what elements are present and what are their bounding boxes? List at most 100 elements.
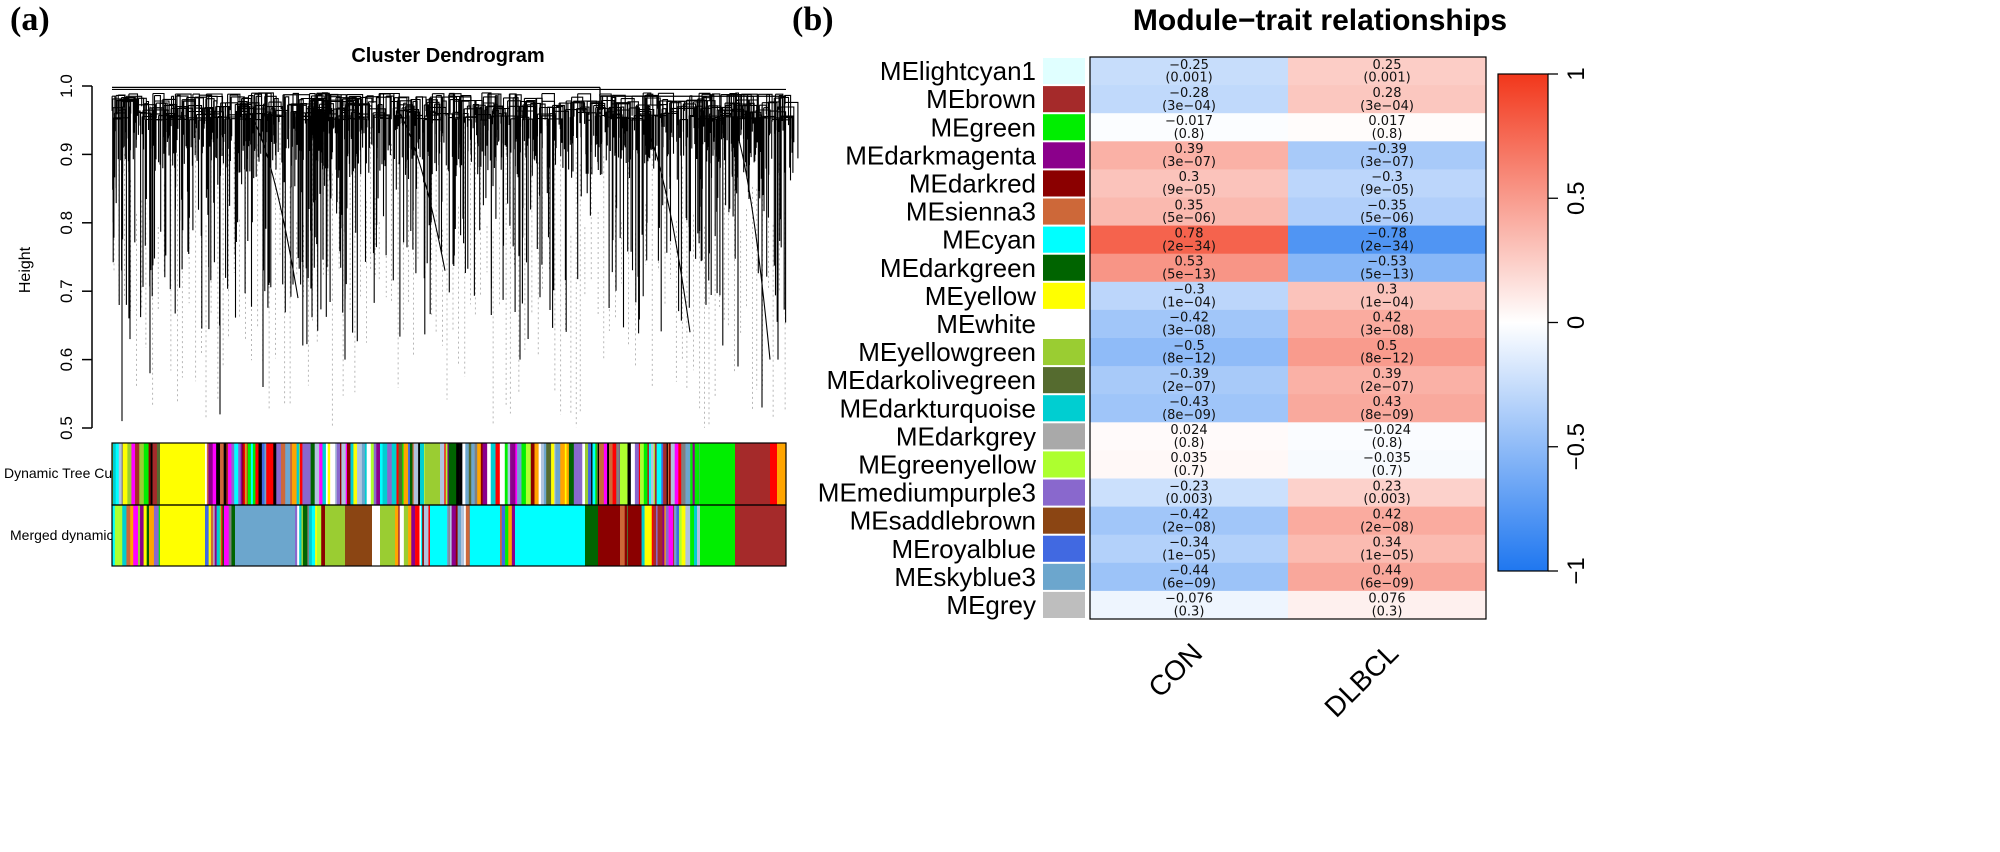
module-stripe	[113, 443, 116, 505]
module-stripe	[327, 443, 331, 505]
cell-correlation: −0.23	[1169, 479, 1209, 494]
module-swatch	[1043, 395, 1085, 422]
module-stripe	[146, 505, 150, 566]
module-stripe	[412, 443, 415, 505]
cell-pvalue: (3e−07)	[1162, 155, 1216, 170]
module-stripe	[457, 505, 462, 566]
cell-correlation: 0.39	[1175, 142, 1204, 157]
heatmap-cell-dlbcl	[1288, 57, 1486, 86]
colorbar-tick-label: 1	[1563, 67, 1590, 80]
module-stripe	[654, 443, 657, 505]
heatmap-cell-dlbcl	[1288, 450, 1486, 479]
module-stripe	[228, 505, 232, 566]
y-tick-label: 0.6	[57, 348, 76, 372]
module-stripe	[667, 443, 670, 505]
module-stripe	[310, 443, 315, 505]
module-stripe	[247, 443, 252, 505]
module-stripe	[223, 443, 227, 505]
cell-correlation: −0.39	[1367, 142, 1407, 157]
module-stripe	[387, 443, 393, 505]
cell-pvalue: (3e−04)	[1360, 99, 1414, 114]
module-stripe	[674, 443, 679, 505]
cell-correlation: −0.3	[1173, 283, 1205, 298]
module-stripe	[285, 443, 291, 505]
module-stripe	[210, 505, 214, 566]
module-stripe	[221, 505, 223, 566]
heatmap-cell-con	[1090, 366, 1288, 395]
module-block	[425, 443, 440, 505]
module-stripe	[626, 505, 629, 566]
module-stripe	[507, 443, 511, 505]
cell-pvalue: (6e−09)	[1162, 577, 1216, 592]
module-block	[325, 505, 345, 566]
module-stripe	[690, 443, 693, 505]
module-swatch	[1043, 310, 1085, 337]
heatmap-cell-con	[1090, 169, 1288, 198]
module-stripe	[122, 505, 127, 566]
module-stripe	[678, 443, 682, 505]
cell-correlation: 0.25	[1373, 58, 1402, 73]
module-stripe	[297, 505, 300, 566]
module-block	[735, 505, 786, 566]
module-stripe	[560, 443, 566, 505]
module-stripe	[122, 443, 128, 505]
module-stripe	[495, 443, 501, 505]
module-stripe	[364, 443, 367, 505]
module-stripe	[135, 443, 140, 505]
module-stripe	[350, 443, 354, 505]
module-stripe	[118, 505, 123, 566]
module-stripe	[205, 443, 208, 505]
cell-correlation: 0.017	[1368, 114, 1405, 129]
cell-pvalue: (3e−07)	[1360, 155, 1414, 170]
module-swatch	[1043, 170, 1085, 197]
cell-correlation: 0.42	[1373, 311, 1402, 326]
panel-b: (b) Module−trait relationships MElightcy…	[792, 1, 1590, 723]
heatmap-frame	[1089, 56, 1487, 620]
module-stripe	[228, 443, 232, 505]
module-stripe	[649, 443, 652, 505]
module-stripe	[465, 443, 470, 505]
module-stripe	[508, 505, 513, 566]
module-stripe	[588, 443, 592, 505]
heatmap-cell-dlbcl	[1288, 366, 1486, 395]
module-stripe	[656, 443, 662, 505]
module-label: MEdarkgrey	[896, 421, 1036, 451]
module-stripe	[674, 505, 677, 566]
heatmap-cell-con	[1090, 141, 1288, 170]
module-stripe	[347, 443, 351, 505]
module-stripe	[673, 505, 675, 566]
module-stripe	[112, 505, 116, 566]
module-stripe	[647, 443, 650, 505]
module-stripe	[543, 443, 547, 505]
cell-pvalue: (2e−07)	[1360, 380, 1414, 395]
module-block	[380, 505, 395, 566]
module-stripe	[391, 443, 397, 505]
cell-pvalue: (2e−08)	[1360, 520, 1414, 535]
module-stripe	[403, 505, 409, 566]
module-stripe	[220, 443, 224, 505]
module-stripe	[315, 505, 318, 566]
module-stripe	[595, 443, 597, 505]
module-stripe	[501, 505, 506, 566]
module-stripe	[330, 443, 336, 505]
module-label: MEskyblue3	[894, 562, 1036, 592]
module-swatch	[1043, 423, 1085, 450]
module-stripe	[376, 443, 381, 505]
module-stripe	[148, 443, 151, 505]
colorbar	[1497, 73, 1549, 572]
module-swatch	[1043, 507, 1085, 534]
heatmap-cell-con	[1090, 478, 1288, 507]
module-stripe	[143, 443, 149, 505]
module-stripe	[445, 443, 448, 505]
cell-pvalue: (0.8)	[1372, 127, 1403, 142]
cell-correlation: −0.34	[1169, 536, 1209, 551]
module-stripe	[464, 505, 467, 566]
cell-correlation: −0.3	[1371, 170, 1403, 185]
module-stripe	[578, 443, 583, 505]
module-stripe	[487, 443, 492, 505]
heatmap-cell-dlbcl	[1288, 478, 1486, 507]
module-block	[235, 505, 295, 566]
module-block	[430, 505, 447, 566]
module-stripe	[252, 443, 256, 505]
